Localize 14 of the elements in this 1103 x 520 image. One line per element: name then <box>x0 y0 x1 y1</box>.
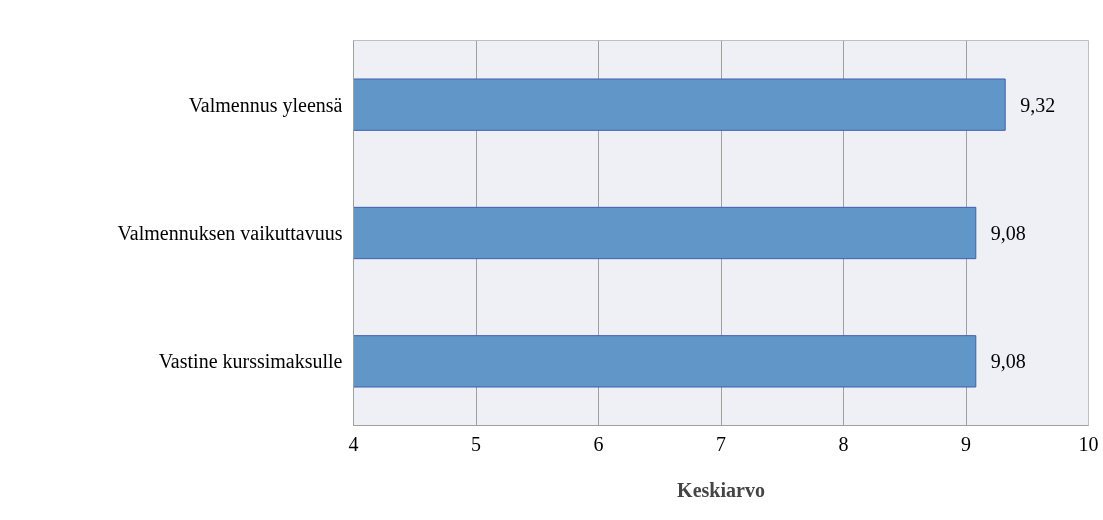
data-label: 9,08 <box>990 222 1026 244</box>
y-tick-label: Vastine kurssimaksulle <box>158 350 343 373</box>
x-tick-label: 9 <box>961 432 971 455</box>
data-label: 9,08 <box>990 350 1026 373</box>
x-tick-label: 4 <box>348 432 359 455</box>
x-axis-title: Keskiarvo <box>677 478 765 501</box>
x-tick-label: 10 <box>1078 432 1099 455</box>
y-tick-label: Valmennuksen vaikuttavuus <box>117 222 343 244</box>
x-tick-label: 5 <box>471 432 481 455</box>
data-label: 9,32 <box>1020 93 1056 116</box>
y-tick-label: Valmennus yleensä <box>188 93 343 117</box>
x-tick-label: 7 <box>716 432 726 455</box>
x-tick-label: 8 <box>838 432 849 455</box>
x-tick-label: 6 <box>593 432 604 455</box>
